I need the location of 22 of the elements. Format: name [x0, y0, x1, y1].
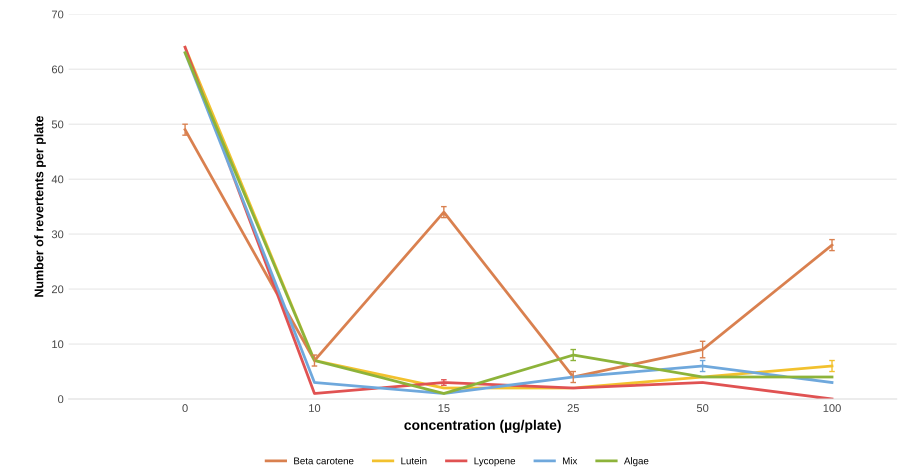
x-tick-label: 15: [438, 404, 450, 412]
line-series: [184, 128, 834, 378]
x-axis-title: concentration (µg/plate): [404, 420, 561, 433]
legend-label: Lutein: [401, 457, 426, 464]
x-tick-label: 25: [568, 404, 579, 412]
y-tick-label: 20: [52, 285, 64, 294]
legend-label: Lycopene: [474, 458, 516, 466]
x-tick-label: 100: [824, 404, 841, 412]
y-tick-label: 0: [58, 395, 64, 404]
legend-label: Beta carotene: [294, 458, 354, 464]
y-tick-label: 50: [52, 120, 64, 128]
y-tick-label: 30: [52, 230, 64, 238]
y-tick-label: 60: [52, 65, 64, 74]
legend-label: Mix: [562, 457, 578, 464]
x-tick-label: 0: [182, 404, 188, 412]
x-tick-label: 50: [696, 404, 708, 412]
y-tick-label: 10: [52, 340, 64, 348]
y-tick-label: 70: [52, 10, 64, 18]
legend-label: Algae: [624, 457, 648, 466]
x-tick-label: 10: [309, 404, 320, 412]
y-axis-title: Number of revertents per plate: [34, 116, 46, 297]
y-tick-label: 40: [52, 175, 64, 184]
